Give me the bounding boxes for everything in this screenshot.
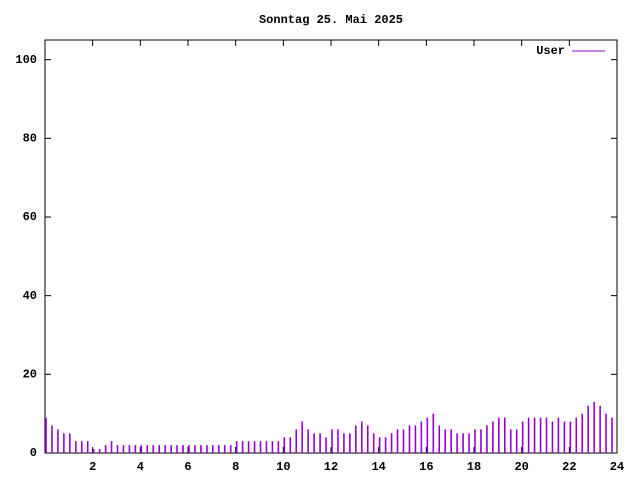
x-tick-label: 6	[184, 460, 191, 474]
x-tick-label: 24	[610, 460, 624, 474]
x-tick-label: 16	[419, 460, 433, 474]
x-tick-label: 14	[371, 460, 385, 474]
y-tick-label: 100	[15, 53, 37, 67]
chart-title: Sonntag 25. Mai 2025	[259, 13, 403, 27]
y-tick-label: 80	[23, 132, 37, 146]
y-tick-label: 60	[23, 210, 37, 224]
x-tick-label: 22	[562, 460, 576, 474]
x-tick-label: 8	[232, 460, 239, 474]
plot-border	[44, 39, 618, 454]
y-tick-label: 0	[30, 446, 37, 460]
x-tick-label: 4	[137, 460, 144, 474]
x-tick-label: 18	[467, 460, 481, 474]
x-tick-label: 2	[89, 460, 96, 474]
x-tick-label: 12	[324, 460, 338, 474]
legend-label: User	[536, 44, 565, 58]
y-tick-label: 20	[23, 368, 37, 382]
x-tick-label: 20	[514, 460, 528, 474]
y-tick-label: 40	[23, 289, 37, 303]
x-tick-label: 10	[276, 460, 290, 474]
